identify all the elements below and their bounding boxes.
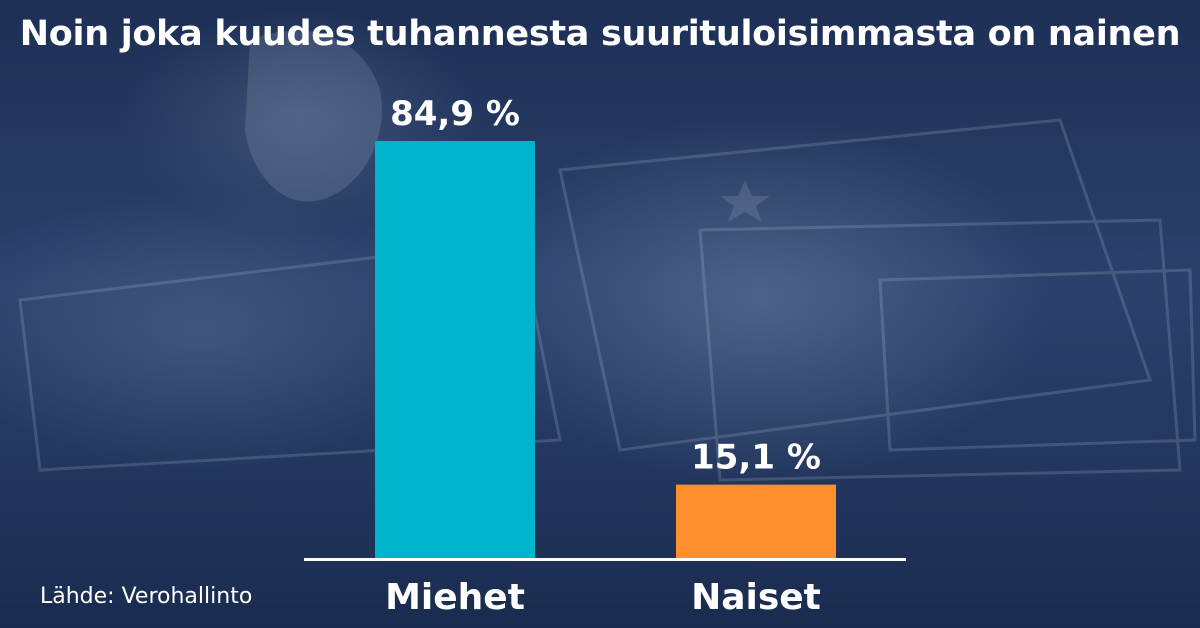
chart-title: Noin joka kuudes tuhannesta suurituloisi… [19, 14, 1181, 54]
bar-miehet [375, 141, 535, 559]
category-label-naiset: Naiset [691, 577, 821, 618]
category-label-miehet: Miehet [385, 577, 525, 618]
value-label-miehet: 84,9 % [390, 94, 520, 134]
value-label-naiset: 15,1 % [691, 438, 821, 478]
bar-naiset [676, 484, 836, 559]
source-note: Lähde: Verohallinto [40, 584, 253, 609]
